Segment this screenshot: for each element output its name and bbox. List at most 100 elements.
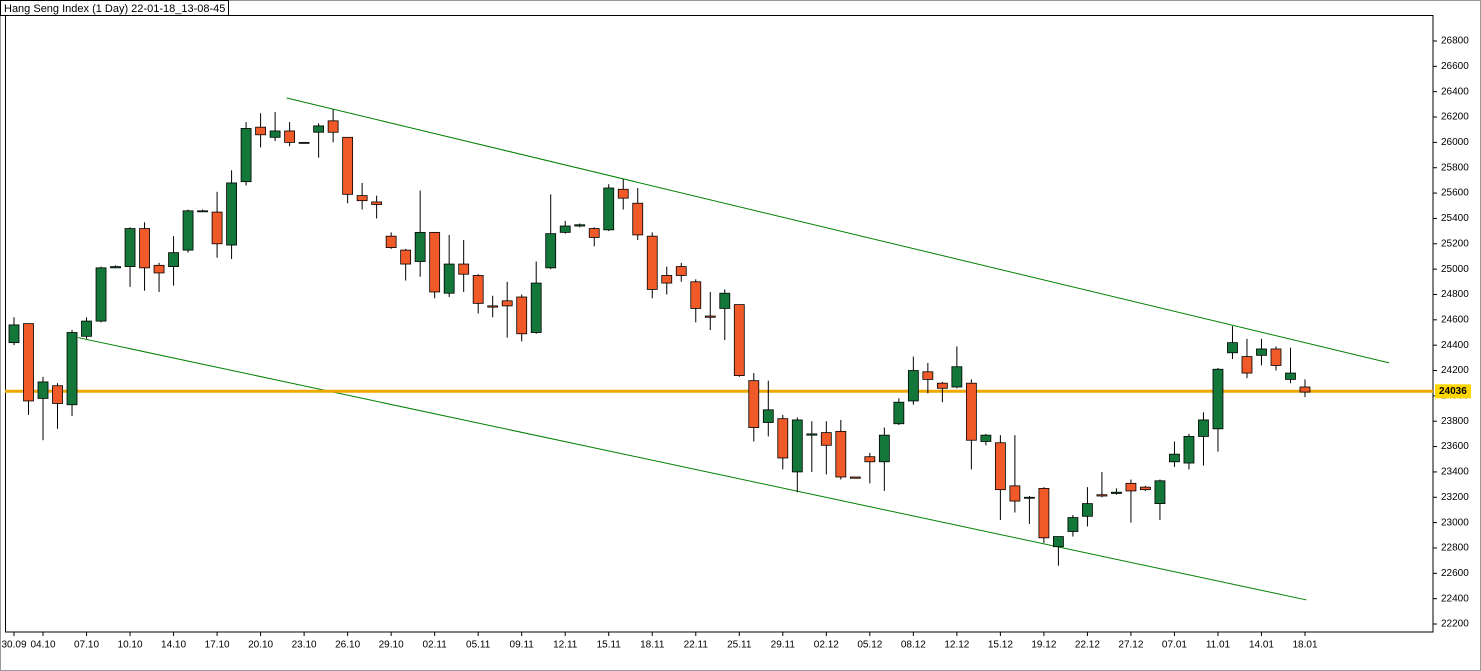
trendline	[286, 97, 1390, 364]
y-tick-label: 26200	[1441, 112, 1469, 123]
x-tick-label: 02.12	[814, 640, 839, 651]
candle-body	[182, 210, 194, 251]
candle-body	[226, 182, 237, 246]
x-tick-label: 02.11	[423, 640, 448, 651]
y-tick-label: 24400	[1441, 340, 1469, 351]
candle-body	[168, 252, 179, 267]
candle-body	[95, 267, 107, 322]
candle-body	[342, 136, 354, 195]
candle-body	[124, 228, 136, 267]
candle-body	[110, 266, 121, 269]
candle-body	[1009, 485, 1021, 502]
candle-body	[400, 249, 412, 265]
y-tick-label: 22200	[1441, 619, 1469, 630]
candle-body	[530, 282, 542, 333]
y-tick-label: 24200	[1441, 365, 1469, 376]
candle-body	[1212, 368, 1224, 430]
candle-body	[545, 233, 557, 269]
candle-body	[516, 296, 528, 335]
x-tick-label: 15.12	[988, 640, 1013, 651]
candle-body	[661, 275, 673, 284]
y-tick-label: 24600	[1441, 314, 1469, 325]
candle-body	[791, 419, 803, 473]
plot-frame	[5, 15, 1434, 633]
candle-body	[907, 370, 919, 402]
candle-body	[603, 187, 615, 231]
y-tick-label: 25400	[1441, 213, 1469, 224]
candle-body	[835, 430, 847, 478]
candle-body	[893, 401, 905, 425]
candle-body	[327, 120, 339, 133]
y-tick-label: 23000	[1441, 517, 1469, 528]
candle-body	[617, 188, 629, 199]
candle-body	[980, 434, 992, 442]
y-tick-label: 26800	[1441, 36, 1469, 47]
candle-body	[1038, 487, 1050, 539]
candle-body	[414, 231, 426, 262]
candle-body	[574, 224, 586, 227]
y-tick-label: 25200	[1441, 238, 1469, 249]
x-tick-label: 25.11	[727, 640, 752, 651]
candle-body	[8, 324, 20, 344]
x-tick-label: 07.01	[1162, 640, 1187, 651]
candle-body	[951, 366, 963, 388]
candle-body	[153, 264, 165, 274]
candle-body	[748, 380, 760, 428]
candle-body	[559, 225, 571, 233]
candle-body	[704, 315, 716, 318]
candle-body	[269, 130, 281, 138]
candle-body	[878, 434, 890, 463]
candle-body	[458, 263, 470, 275]
x-tick-label: 17.10	[205, 640, 230, 651]
candle-body	[733, 304, 745, 376]
x-tick-label: 14.01	[1249, 640, 1274, 651]
candle-body	[211, 211, 223, 245]
candle-body	[994, 442, 1006, 491]
candle-body	[385, 235, 397, 248]
candle-body	[52, 385, 63, 404]
candle-body	[1299, 386, 1311, 393]
x-tick-label: 12.12	[944, 640, 969, 651]
candle-body	[1067, 517, 1079, 532]
x-tick-label: 29.11	[771, 640, 796, 651]
candle-body	[849, 476, 861, 479]
candle-body	[1111, 491, 1122, 494]
candle-body	[690, 281, 702, 309]
y-tick-label: 23800	[1441, 416, 1469, 427]
candle-body	[1227, 342, 1238, 354]
x-tick-label: 12.11	[553, 640, 578, 651]
candle-body	[487, 305, 499, 308]
x-tick-label: 05.12	[857, 640, 882, 651]
x-tick-label: 20.10	[248, 640, 273, 651]
x-tick-label: 22.11	[684, 640, 709, 651]
candle-body	[675, 266, 687, 276]
candle-body	[139, 228, 150, 269]
x-tick-label: 23.10	[292, 640, 317, 651]
candle-body	[255, 126, 266, 136]
candle-body	[23, 323, 34, 402]
candle-body	[240, 128, 252, 183]
trendline	[77, 337, 1307, 601]
y-tick-label: 24800	[1441, 289, 1469, 300]
candle-body	[1096, 494, 1108, 497]
x-tick-label: 11.01	[1206, 640, 1231, 651]
y-tick-label: 25000	[1441, 264, 1469, 275]
chart-title: Hang Seng Index (1 Day) 22-01-18_13-08-4…	[4, 3, 225, 15]
candle-body	[81, 320, 92, 337]
candle-body	[922, 371, 934, 380]
candle-body	[313, 125, 325, 133]
candle-body	[1270, 348, 1282, 366]
candle-body	[632, 202, 644, 236]
x-tick-label: 27.12	[1118, 640, 1143, 651]
x-tick-label: 07.10	[74, 640, 99, 651]
candle-body	[864, 456, 876, 463]
x-tick-label: 10.10	[118, 640, 143, 651]
candle-body	[284, 130, 296, 143]
candle-body	[1140, 486, 1151, 491]
candle-body	[501, 300, 513, 307]
candle-body	[298, 141, 310, 144]
x-tick-label: 18.01	[1292, 640, 1317, 651]
candle-body	[1154, 480, 1166, 505]
y-tick-label: 25600	[1441, 188, 1469, 199]
